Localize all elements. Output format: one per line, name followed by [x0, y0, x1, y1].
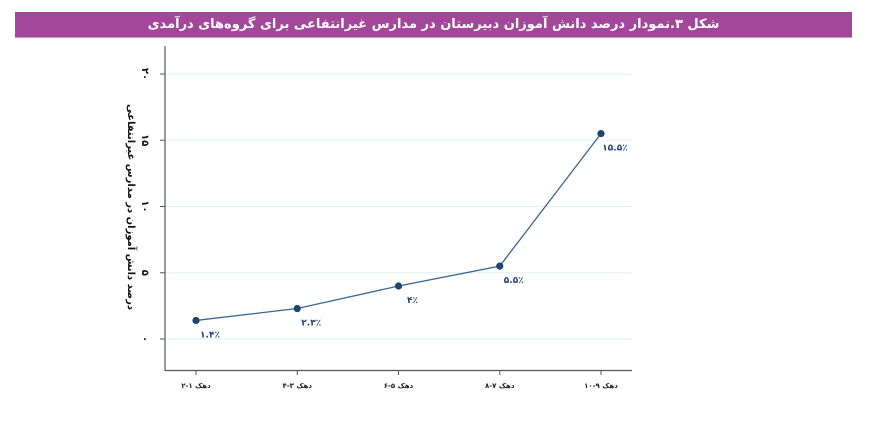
data-label: ۱۵.۵٪: [602, 144, 627, 154]
gridlines: [166, 73, 632, 340]
y-axis-title: درصد دانش آموزان در مدارس غیرانتفاعی: [125, 104, 138, 310]
data-point: [394, 282, 403, 290]
data-label: ۵.۵٪: [504, 276, 524, 286]
data-label: ۴٪: [407, 296, 418, 306]
x-tick-label: دهک ۳-۴: [282, 382, 312, 390]
data-label: ۱.۴٪: [200, 330, 220, 340]
y-tick-label: ۰: [139, 336, 150, 342]
x-tick-label: دهک ۹-۱۰: [584, 382, 618, 390]
axes: [164, 46, 632, 372]
y-tick-label: ۱۵: [139, 134, 150, 146]
data-point: [192, 316, 200, 325]
y-axis-ticks: ۰ ۵ ۱۰ ۱۵ ۲۰: [139, 68, 165, 342]
chart-title-bar: شکل ۳.نمودار درصد دانش آموزان دبیرستان د…: [15, 12, 852, 38]
chart-title: شکل ۳.نمودار درصد دانش آموزان دبیرستان د…: [147, 17, 720, 32]
y-tick-label: ۱۰: [139, 200, 150, 212]
data-labels: ۱.۴٪ ۲.۳٪ ۴٪ ۵.۵٪ ۱۵.۵٪: [200, 144, 628, 341]
y-tick-label: ۵: [139, 270, 150, 276]
x-tick-label: دهک ۷-۸: [485, 382, 515, 390]
data-point: [293, 304, 301, 313]
x-axis-ticks: دهک ۱-۲ دهک ۳-۴ دهک ۵-۶ دهک ۷-۸ دهک ۹-۱۰: [181, 371, 618, 390]
series-line: [195, 133, 602, 322]
x-tick-label: دهک ۵-۶: [384, 382, 414, 390]
y-tick-label: ۲۰: [139, 68, 150, 80]
data-point: [496, 262, 504, 270]
data-point: [597, 130, 605, 138]
x-tick-label: دهک ۱-۲: [181, 382, 211, 390]
data-label: ۲.۳٪: [301, 319, 321, 329]
data-markers: [192, 130, 605, 325]
